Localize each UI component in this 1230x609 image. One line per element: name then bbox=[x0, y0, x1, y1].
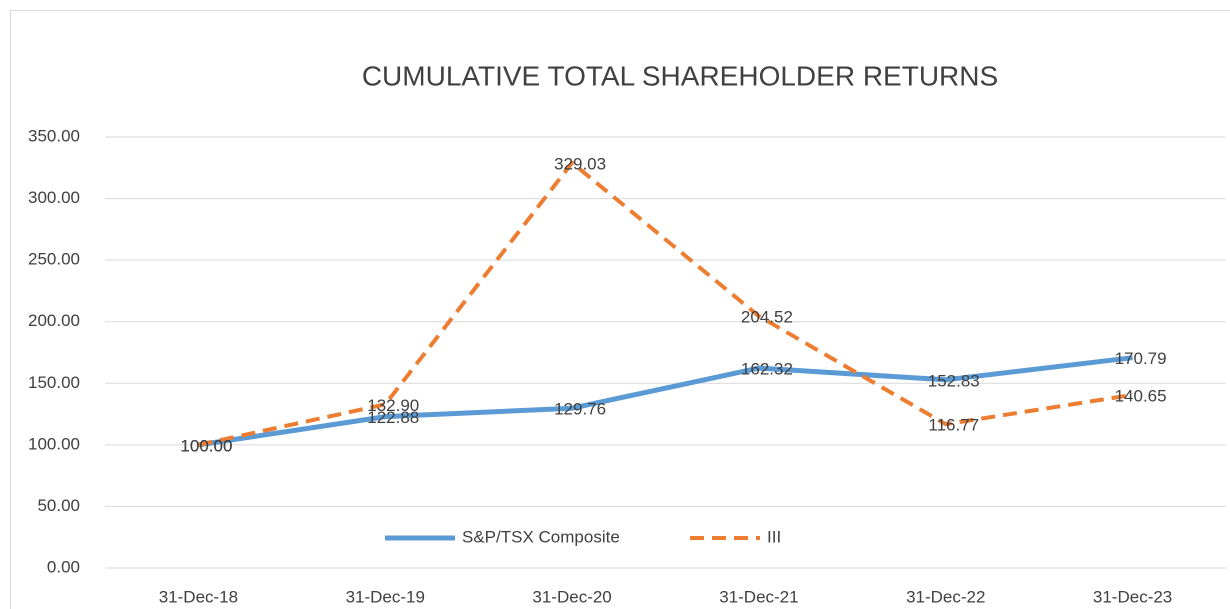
data-label: 129.76 bbox=[554, 400, 606, 419]
series-line bbox=[198, 355, 1133, 448]
x-tick-label: 31-Dec-21 bbox=[719, 587, 798, 606]
chart-border bbox=[10, 10, 1230, 609]
data-label: 140.65 bbox=[1115, 386, 1167, 405]
legend-label: S&P/TSX Composite bbox=[462, 527, 620, 546]
data-label: 132.90 bbox=[367, 396, 419, 415]
x-tick-label: 31-Dec-22 bbox=[906, 587, 985, 606]
series-line bbox=[197, 160, 1133, 447]
data-label: 100.00 bbox=[180, 436, 232, 455]
y-tick-label: 250.00 bbox=[28, 250, 80, 269]
x-tick-label: 31-Dec-23 bbox=[1093, 587, 1172, 606]
chart-title: CUMULATIVE TOTAL SHAREHOLDER RETURNS bbox=[362, 60, 998, 91]
x-tick-label: 31-Dec-20 bbox=[532, 587, 611, 606]
y-tick-label: 0.00 bbox=[47, 557, 80, 576]
y-tick-label: 100.00 bbox=[28, 434, 80, 453]
y-tick-label: 350.00 bbox=[28, 126, 80, 145]
data-label: 100.00 bbox=[180, 436, 232, 455]
data-label: 116.77 bbox=[928, 416, 979, 435]
y-tick-label: 50.00 bbox=[37, 496, 80, 515]
legend-label: III bbox=[767, 527, 781, 546]
x-tick-label: 31-Dec-18 bbox=[159, 587, 238, 606]
y-tick-label: 200.00 bbox=[28, 311, 80, 330]
data-label: 170.79 bbox=[1115, 349, 1167, 368]
data-label: 204.52 bbox=[741, 308, 793, 327]
data-label: 152.83 bbox=[928, 371, 980, 390]
data-label: 162.32 bbox=[741, 360, 793, 379]
data-label: 122.88 bbox=[367, 408, 419, 427]
x-tick-label: 31-Dec-19 bbox=[346, 587, 425, 606]
data-label: 329.03 bbox=[554, 154, 606, 173]
y-tick-label: 150.00 bbox=[28, 373, 80, 392]
y-tick-label: 300.00 bbox=[28, 188, 80, 207]
